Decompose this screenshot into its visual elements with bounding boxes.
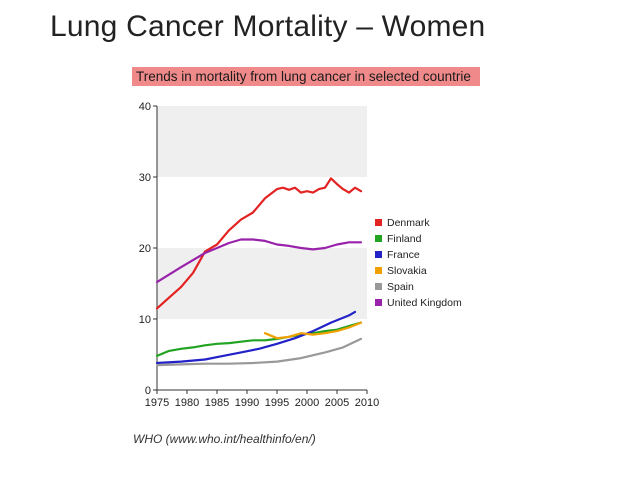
legend-swatch [375, 251, 382, 258]
legend-swatch [375, 235, 382, 242]
x-tick-label: 2010 [355, 397, 379, 409]
source-caption: WHO (www.who.int/healthinfo/en/) [133, 432, 316, 446]
legend-label: Denmark [387, 217, 430, 229]
series-line-spain [155, 337, 363, 367]
legend-swatch [375, 267, 382, 274]
series-line-slovakia [263, 321, 363, 340]
y-tick-label: 10 [139, 314, 151, 326]
x-tick-label: 1980 [175, 397, 199, 409]
x-tick-label: 1995 [265, 397, 289, 409]
series-line-finland [155, 321, 363, 357]
plot-band [157, 106, 367, 177]
legend-label: Finland [387, 233, 422, 245]
x-tick-label: 2000 [295, 397, 319, 409]
y-tick-label: 40 [139, 101, 151, 113]
legend-swatch [375, 219, 382, 226]
line-chart: 0 10 20 30 40 1975 1980 1985 1990 1995 2000 2005 201… [139, 101, 462, 409]
x-tick-label: 1975 [145, 397, 169, 409]
legend-label: France [387, 249, 420, 261]
legend-label: Spain [387, 281, 414, 293]
x-tick-label: 1990 [235, 397, 259, 409]
series-line-united-kingdom [155, 238, 363, 284]
y-tick-label: 20 [139, 243, 151, 255]
x-tick-label: 1985 [205, 397, 229, 409]
y-tick-label: 0 [145, 385, 151, 397]
plot-band [157, 248, 367, 319]
chart-title-text: Trends in mortality from lung cancer in … [136, 69, 471, 84]
legend-swatch [375, 283, 382, 290]
x-tick-label: 2005 [325, 397, 349, 409]
slide-title: Lung Cancer Mortality – Women [50, 10, 486, 43]
legend-swatch [375, 299, 382, 306]
y-tick-label: 30 [139, 172, 151, 184]
series-line-france [155, 310, 357, 365]
chart-title: Trends in mortality from lung cancer in … [132, 67, 480, 86]
legend-label: Slovakia [387, 265, 427, 277]
series-line-denmark [155, 177, 363, 310]
legend-label: United Kingdom [387, 297, 462, 309]
